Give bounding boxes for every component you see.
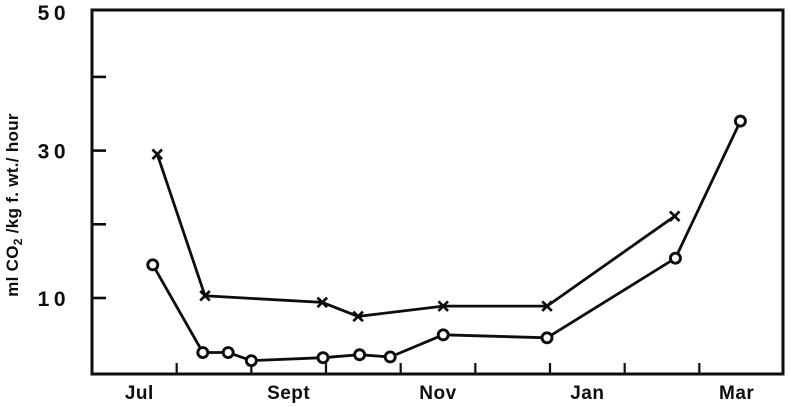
circle-marker [668,251,682,265]
x-marker [437,300,449,312]
circle-marker [733,114,747,128]
x-axis-month-label: Nov [419,383,456,404]
series-line-x-markers [155,153,676,318]
x-marker [668,210,681,222]
circle-marker [316,351,330,365]
x-axis-month-label: Mar [719,383,754,404]
circle-marker [221,346,235,359]
x-axis-month-label: Sept [267,383,310,404]
circle-marker [540,331,554,345]
circle-marker [353,348,367,362]
circle-marker [196,346,210,359]
x-axis-month-label: Jan [570,383,604,404]
y-axis-tick-label: 30 [38,141,70,164]
y-axis-tick-label: 10 [38,288,70,311]
x-axis-month-label: Jul [125,383,154,404]
y-axis-title: ml CO2 /kg f. wt./ hour [3,113,25,297]
circle-marker [436,328,450,342]
x-marker [352,310,364,323]
x-marker [199,290,211,302]
x-marker [316,296,329,309]
y-axis-tick-label: 50 [38,2,70,25]
circle-marker [244,354,258,368]
circle-marker [146,258,160,272]
x-marker [541,300,553,312]
x-marker [151,148,164,161]
circle-marker [383,350,397,364]
plot-border [90,8,785,376]
series-line-circle-markers [151,120,742,363]
